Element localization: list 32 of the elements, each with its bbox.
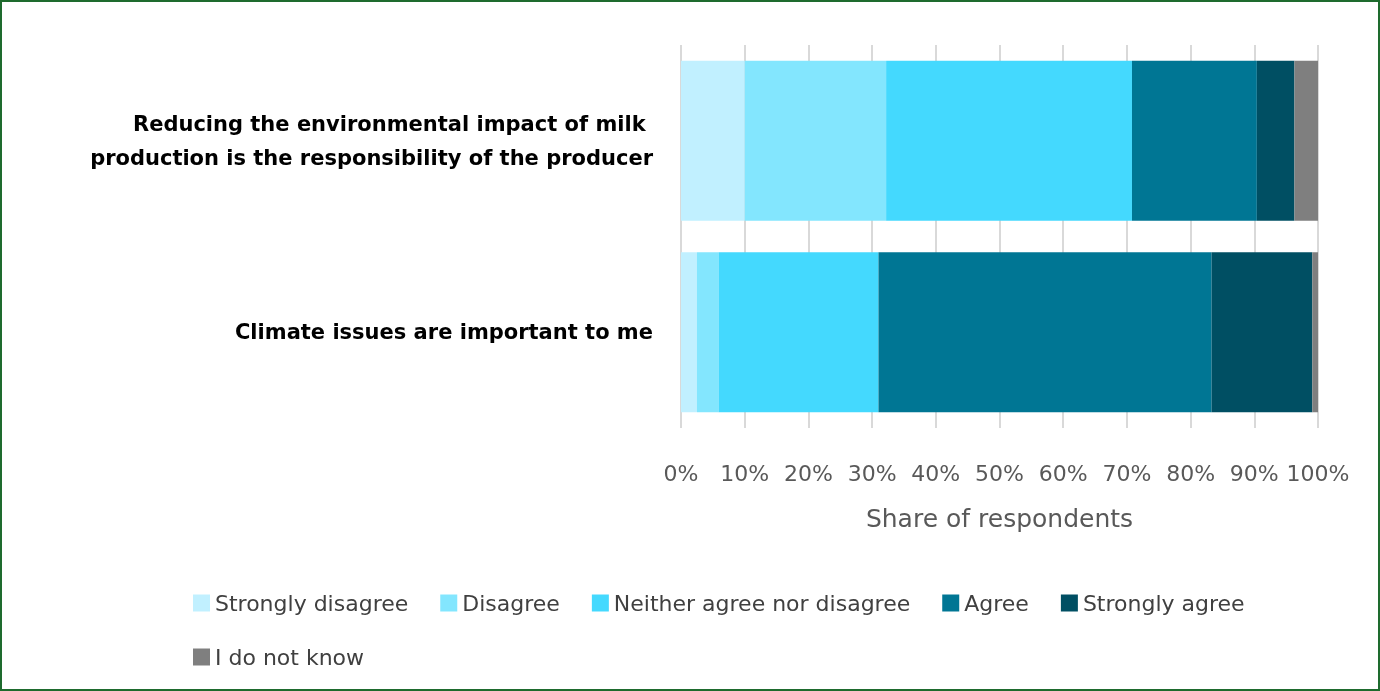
x-tick-label: 50% bbox=[975, 460, 1024, 486]
bar bbox=[744, 60, 887, 221]
bar bbox=[1211, 252, 1313, 413]
legend-label: Strongly agree bbox=[1082, 590, 1245, 616]
x-tick-label: 60% bbox=[1038, 460, 1088, 486]
x-tick-label: 40% bbox=[911, 460, 961, 486]
x-tick-label: 10% bbox=[720, 460, 770, 486]
x-tick-label: 70% bbox=[1102, 460, 1152, 486]
legend-label: Strongly disagree bbox=[215, 590, 409, 616]
bar bbox=[1256, 60, 1295, 221]
x-tick-label: 90% bbox=[1229, 460, 1279, 486]
bar bbox=[878, 252, 1212, 413]
bar bbox=[681, 252, 697, 413]
bar bbox=[886, 60, 1132, 221]
legend-label: I do not know bbox=[215, 644, 365, 670]
bar bbox=[718, 252, 879, 413]
bar bbox=[681, 60, 745, 221]
bar bbox=[1312, 252, 1318, 413]
legend-label: Neither agree nor disagree bbox=[613, 590, 911, 616]
x-tick-label: 100% bbox=[1286, 460, 1350, 486]
bar bbox=[1132, 60, 1257, 221]
x-tick-label: 30% bbox=[847, 460, 897, 486]
y-tick-label: Climate issues are important to me bbox=[234, 320, 653, 345]
bar bbox=[1294, 60, 1318, 221]
x-tick-label: 0% bbox=[663, 460, 699, 486]
x-tick-label: 20% bbox=[783, 460, 833, 486]
x-tick-label: 80% bbox=[1166, 460, 1216, 486]
x-axis-title: Share of respondents bbox=[865, 504, 1134, 533]
legend-label: Agree bbox=[964, 590, 1029, 616]
bar bbox=[696, 252, 719, 413]
legend-label: Disagree bbox=[462, 590, 560, 616]
y-tick-label: Reducing the environmental impact of milk production is the responsibility of the producer bbox=[90, 111, 654, 170]
